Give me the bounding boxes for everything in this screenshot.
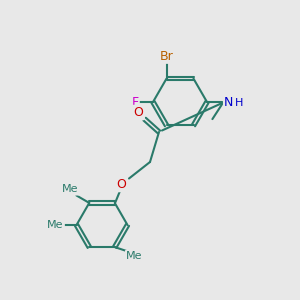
Text: H: H bbox=[235, 98, 243, 109]
Text: Me: Me bbox=[126, 251, 142, 261]
Text: O: O bbox=[134, 106, 143, 119]
Text: Me: Me bbox=[47, 220, 64, 230]
Text: Me: Me bbox=[62, 184, 79, 194]
Text: N: N bbox=[224, 95, 234, 109]
Text: Br: Br bbox=[160, 50, 173, 63]
Text: O: O bbox=[117, 178, 126, 191]
Text: F: F bbox=[131, 95, 139, 109]
